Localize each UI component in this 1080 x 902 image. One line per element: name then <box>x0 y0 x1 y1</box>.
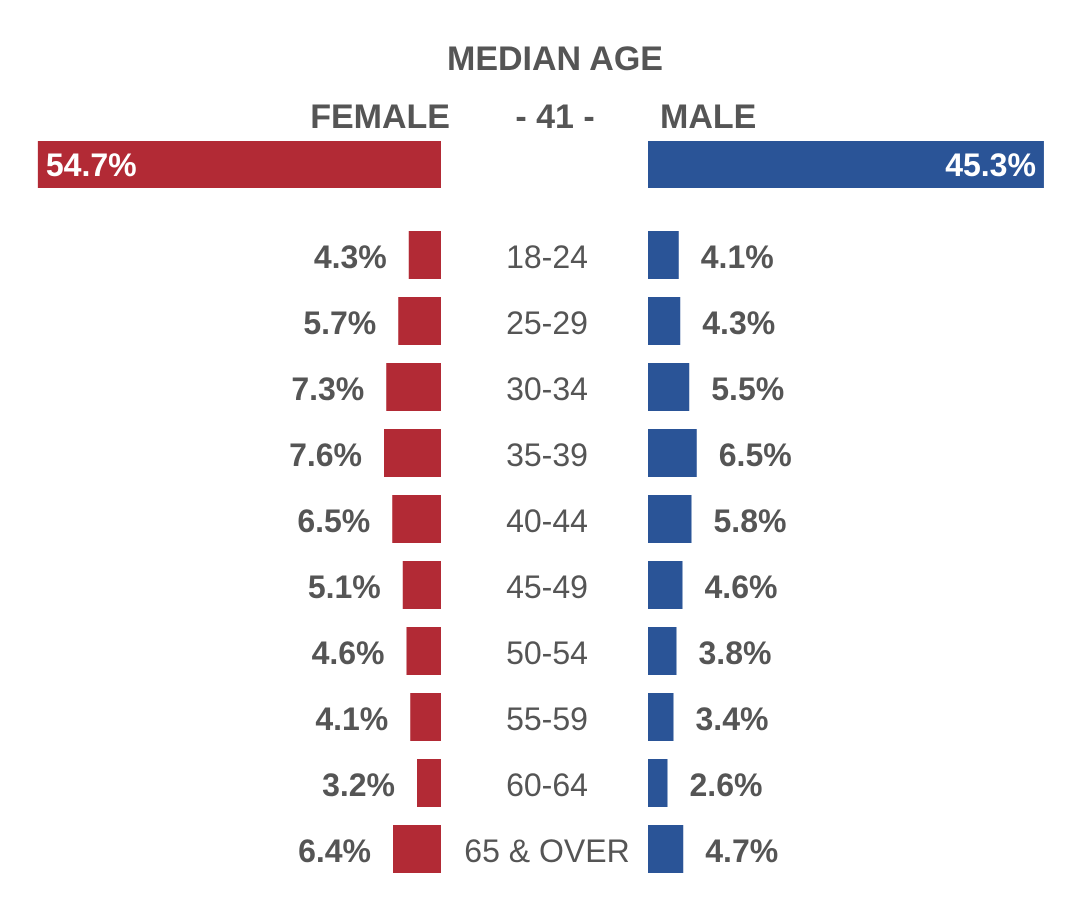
male-bar <box>648 627 677 675</box>
female-bar <box>410 693 441 741</box>
female-value-label: 4.3% <box>314 239 387 275</box>
male-bar <box>648 561 683 609</box>
female-value-label: 6.4% <box>298 833 371 869</box>
male-bar <box>648 231 679 279</box>
age-group-label: 35-39 <box>506 437 588 473</box>
age-group-label: 65 & OVER <box>464 833 629 869</box>
female-header: FEMALE <box>310 98 450 136</box>
male-value-label: 5.5% <box>711 371 784 407</box>
female-value-label: 5.1% <box>308 569 381 605</box>
male-header: MALE <box>660 98 756 136</box>
age-group-label: 25-29 <box>506 305 588 341</box>
female-bar <box>384 429 441 477</box>
male-bar <box>648 363 690 411</box>
male-value-label: 3.8% <box>699 635 772 671</box>
female-value-label: 5.7% <box>303 305 376 341</box>
male-total-label: 45.3% <box>945 147 1036 183</box>
age-group-label: 55-59 <box>506 701 588 737</box>
male-value-label: 4.3% <box>702 305 775 341</box>
male-bar <box>648 693 674 741</box>
male-bar <box>648 759 668 807</box>
female-value-label: 4.6% <box>312 635 385 671</box>
female-value-label: 3.2% <box>322 767 395 803</box>
female-bar <box>408 231 441 279</box>
age-group-label: 30-34 <box>506 371 588 407</box>
female-total-bar <box>37 141 442 188</box>
female-bar <box>386 363 441 411</box>
female-value-label: 6.5% <box>297 503 370 539</box>
age-group-label: 60-64 <box>506 767 588 803</box>
female-bar <box>393 825 441 873</box>
female-value-label: 4.1% <box>315 701 388 737</box>
male-value-label: 4.1% <box>701 239 774 275</box>
age-group-label: 18-24 <box>506 239 588 275</box>
male-bar <box>648 495 692 543</box>
female-bar <box>398 297 441 345</box>
male-value-label: 4.6% <box>705 569 778 605</box>
female-total-label: 54.7% <box>46 147 137 183</box>
median-age-value: - 41 - <box>515 98 594 136</box>
female-bar <box>406 627 441 675</box>
female-bar <box>402 561 441 609</box>
female-bar <box>392 495 441 543</box>
male-value-label: 4.7% <box>705 833 778 869</box>
male-bar <box>648 297 681 345</box>
age-group-label: 50-54 <box>506 635 588 671</box>
chart-title: MEDIAN AGE <box>447 40 663 78</box>
male-bar <box>648 825 684 873</box>
female-value-label: 7.6% <box>289 437 362 473</box>
female-value-label: 7.3% <box>291 371 364 407</box>
age-group-label: 45-49 <box>506 569 588 605</box>
male-bar <box>648 429 697 477</box>
male-value-label: 5.8% <box>714 503 787 539</box>
male-value-label: 6.5% <box>719 437 792 473</box>
female-bar <box>417 759 441 807</box>
male-value-label: 2.6% <box>690 767 763 803</box>
male-value-label: 3.4% <box>696 701 769 737</box>
male-total-bar <box>648 141 1044 188</box>
age-group-label: 40-44 <box>506 503 588 539</box>
